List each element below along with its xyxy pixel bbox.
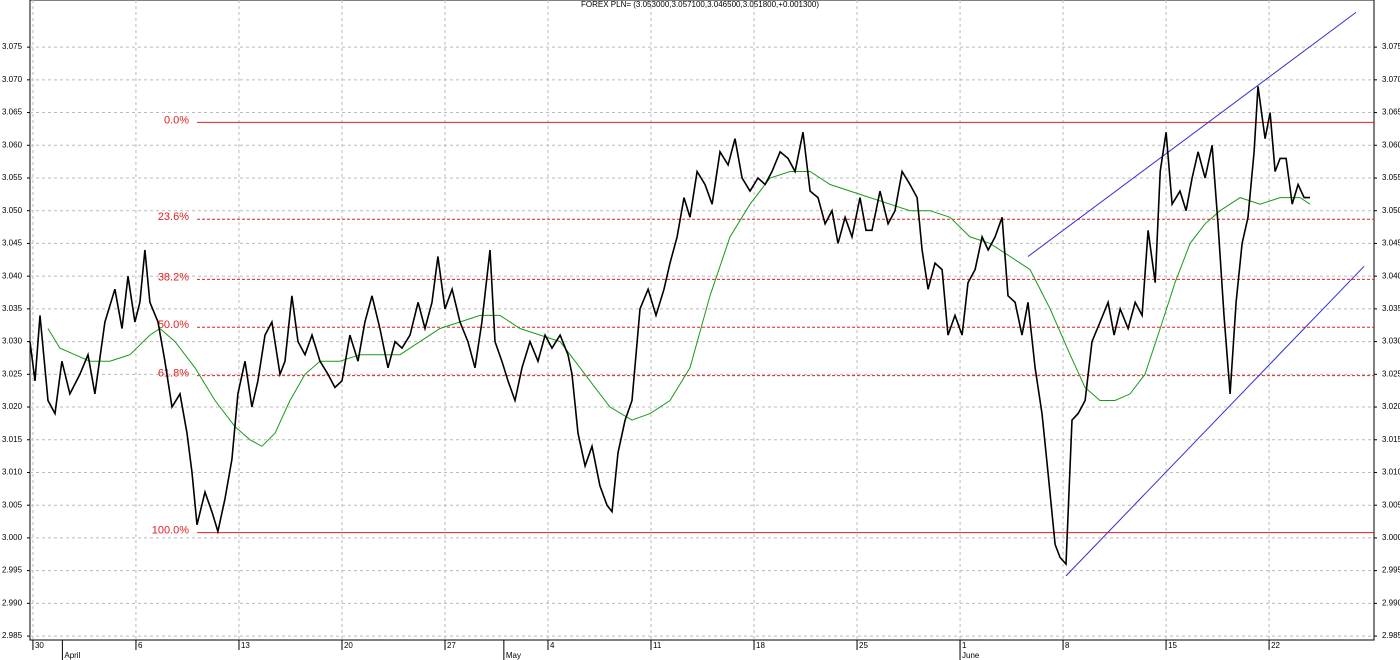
- month-label: April: [64, 651, 80, 660]
- y-tick-label: 3.075: [1382, 42, 1400, 51]
- y-tick-label: 3.015: [2, 435, 23, 444]
- series-line: [29, 86, 1310, 567]
- plot-frame: [29, 0, 1375, 641]
- y-tick-label: 3.045: [1382, 239, 1400, 248]
- y-tick-label: 3.035: [2, 304, 23, 313]
- chart-title: FOREX PLN= (3.053000,3.057100,3.046500,3…: [581, 0, 819, 9]
- y-tick-label: 3.060: [2, 140, 23, 149]
- y-tick-label: 3.025: [2, 369, 23, 378]
- x-tick-label: 15: [1168, 641, 1177, 650]
- x-tick-label: 30: [35, 641, 44, 650]
- y-tick-label: 3.015: [1382, 435, 1400, 444]
- y-tick-label: 3.005: [2, 500, 23, 509]
- x-tick-label: 6: [138, 641, 143, 650]
- y-tick-label: 3.070: [1382, 75, 1400, 84]
- y-tick-label: 3.040: [1382, 271, 1400, 280]
- trend-line: [1065, 265, 1365, 577]
- x-tick-label: 25: [859, 641, 868, 650]
- y-tick-label: 2.995: [2, 566, 23, 575]
- x-tick-label: 4: [550, 641, 555, 650]
- y-tick-label: 3.000: [2, 533, 23, 542]
- y-tick-label: 2.990: [2, 598, 23, 607]
- y-tick-label: 2.995: [1382, 566, 1400, 575]
- y-tick-label: 3.040: [2, 271, 23, 280]
- x-tick-label: 22: [1271, 641, 1280, 650]
- y-tick-label: 3.045: [2, 239, 23, 248]
- fib-label: 100.0%: [152, 525, 190, 537]
- y-tick-label: 3.050: [1382, 206, 1400, 215]
- y-tick-label: 3.010: [2, 468, 23, 477]
- y-tick-label: 3.025: [1382, 369, 1400, 378]
- series-line: [47, 171, 1311, 447]
- y-tick-label: 3.065: [1382, 108, 1400, 117]
- fib-label: 0.0%: [164, 114, 189, 126]
- month-label: May: [506, 651, 521, 660]
- y-tick-label: 3.020: [2, 402, 23, 411]
- x-tick-label: 27: [447, 641, 456, 650]
- y-tick-label: 3.020: [1382, 402, 1400, 411]
- y-tick-label: 3.030: [1382, 337, 1400, 346]
- x-tick-label: 18: [756, 641, 765, 650]
- y-tick-label: 3.060: [1382, 140, 1400, 149]
- y-tick-label: 2.985: [1382, 631, 1400, 640]
- x-tick-label: 1: [962, 641, 967, 650]
- y-tick-label: 3.070: [2, 75, 23, 84]
- y-tick-label: 2.990: [1382, 598, 1400, 607]
- y-tick-label: 3.010: [1382, 468, 1400, 477]
- month-label: June: [962, 651, 980, 660]
- x-tick-label: 8: [1065, 641, 1070, 650]
- y-tick-label: 3.030: [2, 337, 23, 346]
- fib-label: 61.8%: [158, 368, 189, 380]
- y-tick-label: 2.985: [2, 631, 23, 640]
- y-tick-label: 3.065: [2, 108, 23, 117]
- x-tick-label: 11: [653, 641, 662, 650]
- y-tick-label: 3.075: [2, 42, 23, 51]
- x-tick-label: 13: [241, 641, 250, 650]
- y-tick-label: 3.005: [1382, 500, 1400, 509]
- y-tick-label: 3.000: [1382, 533, 1400, 542]
- y-tick-label: 3.055: [2, 173, 23, 182]
- fib-label: 23.6%: [158, 211, 189, 223]
- y-tick-label: 3.055: [1382, 173, 1400, 182]
- fib-label: 38.2%: [158, 271, 189, 283]
- y-tick-label: 3.050: [2, 206, 23, 215]
- x-tick-label: 20: [344, 641, 353, 650]
- y-tick-label: 3.035: [1382, 304, 1400, 313]
- fib-label: 50.0%: [158, 319, 189, 331]
- trend-line: [1027, 11, 1357, 257]
